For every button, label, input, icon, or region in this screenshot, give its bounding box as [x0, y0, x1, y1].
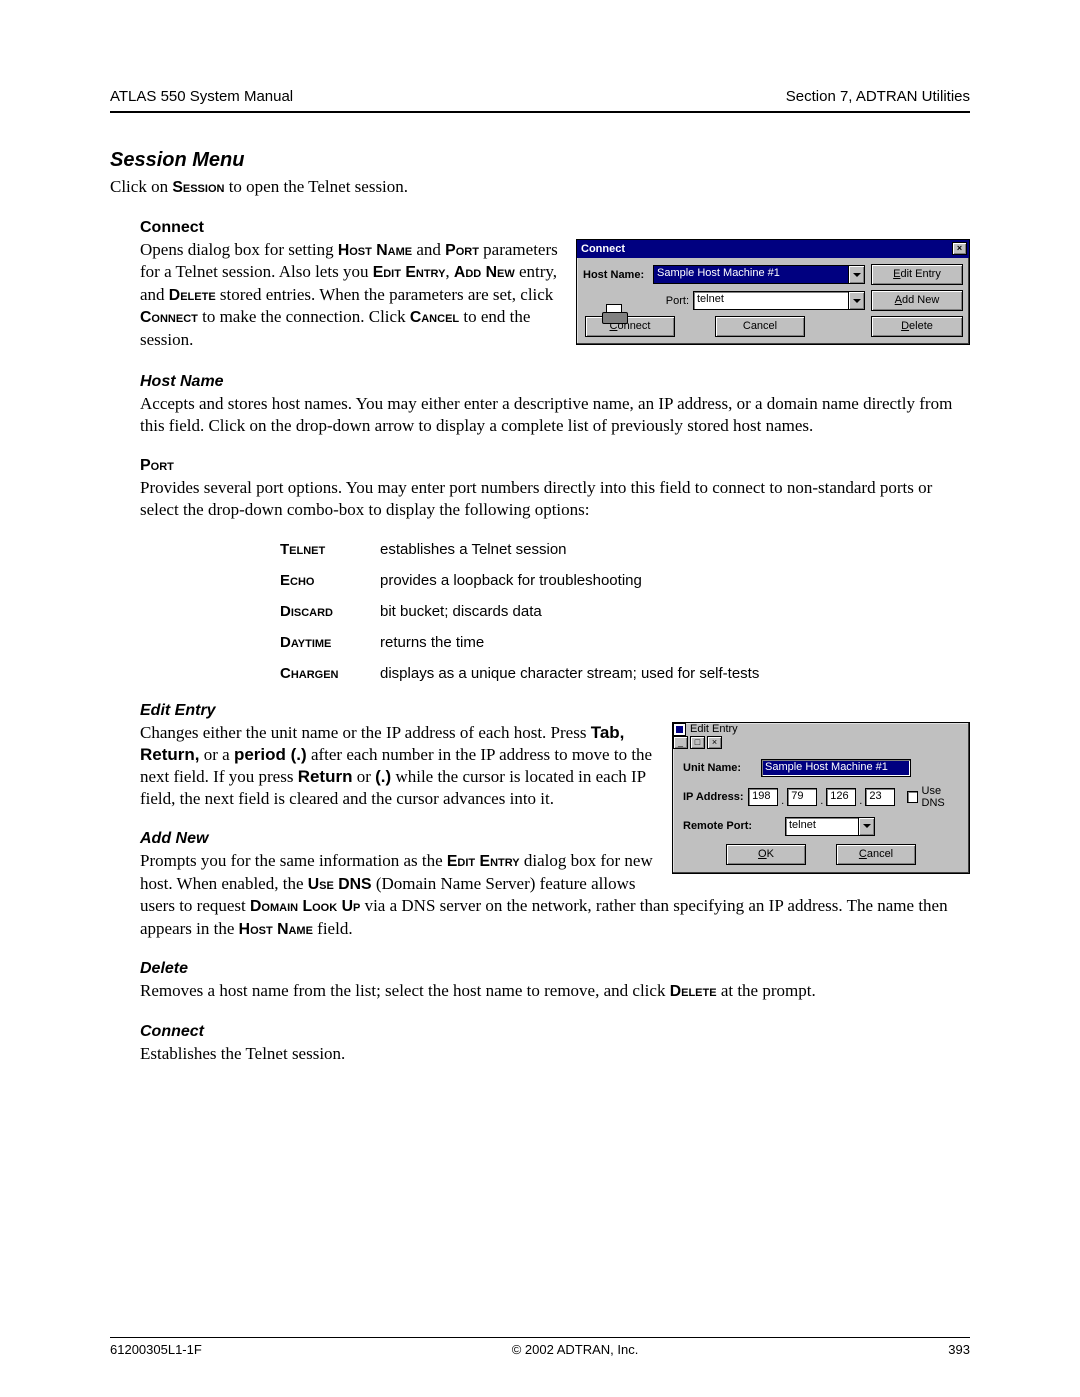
add-new-button[interactable]: Add New: [871, 290, 963, 311]
opt-key: Daytime: [280, 634, 380, 651]
port-heading: Port: [140, 457, 970, 475]
opt-key: Echo: [280, 572, 380, 589]
connect-dialog: Connect × Host Name: Sample Host Machine…: [576, 239, 970, 345]
port-label: Port:: [653, 295, 693, 307]
remote-port-value: telnet: [786, 818, 858, 835]
cancel-button[interactable]: Cancel: [836, 844, 916, 865]
delete-heading: Delete: [140, 960, 970, 978]
remote-port-label: Remote Port:: [683, 820, 761, 832]
chevron-down-icon[interactable]: [848, 266, 864, 283]
port-combo[interactable]: telnet: [693, 291, 865, 310]
opt-row: Discardbit bucket; discards data: [280, 603, 970, 620]
opt-row: Echoprovides a loopback for troubleshoot…: [280, 572, 970, 589]
connect-titlebar: Connect ×: [577, 240, 969, 258]
delete-rest: elete: [909, 320, 933, 332]
use-dns-checkbox[interactable]: Use DNS: [907, 785, 959, 809]
port-options: Telnetestablishes a Telnet session Echop…: [280, 541, 970, 682]
page-footer: 61200305L1-1F © 2002 ADTRAN, Inc. 393: [110, 1337, 970, 1357]
host-name-label: Host Name:: [583, 269, 647, 281]
opt-val: displays as a unique character stream; u…: [380, 665, 970, 682]
port-body: Provides several port options. You may e…: [140, 477, 970, 521]
header-left: ATLAS 550 System Manual: [110, 88, 293, 105]
intro-post: to open the Telnet session.: [224, 177, 408, 196]
opt-key: Chargen: [280, 665, 380, 682]
close-icon[interactable]: ×: [707, 736, 722, 749]
delete-body: Removes a host name from the list; selec…: [140, 980, 970, 1003]
delete-accel: D: [901, 320, 909, 332]
ip-address-group: 198. 79. 126. 23: [748, 788, 895, 806]
edit-entry-titlebar: Edit Entry _ □ ×: [673, 723, 969, 749]
ip-octet-3[interactable]: 126: [826, 788, 856, 806]
connect-dialog-title: Connect: [581, 243, 625, 255]
section-title: Session Menu: [110, 149, 970, 172]
delete-button[interactable]: Delete: [871, 316, 963, 337]
connect-heading: Connect: [140, 219, 970, 237]
edit-entry-rest: dit Entry: [900, 268, 940, 280]
app-icon: [673, 723, 686, 736]
page-header: ATLAS 550 System Manual Section 7, ADTRA…: [110, 88, 970, 113]
ip-octet-1[interactable]: 198: [748, 788, 778, 806]
intro-text: Click on Session to open the Telnet sess…: [110, 176, 970, 199]
ip-octet-4[interactable]: 23: [865, 788, 895, 806]
checkbox-icon: [907, 791, 917, 803]
port-value: telnet: [694, 292, 848, 309]
editentry-heading: Edit Entry: [140, 702, 970, 720]
footer-right: 393: [948, 1342, 970, 1357]
opt-row: Daytimereturns the time: [280, 634, 970, 651]
opt-val: returns the time: [380, 634, 970, 651]
ip-octet-2[interactable]: 79: [787, 788, 817, 806]
add-new-accel: A: [895, 294, 902, 306]
host-name-combo[interactable]: Sample Host Machine #1: [653, 265, 865, 284]
ip-address-label: IP Address:: [683, 791, 748, 803]
connect-button[interactable]: Connect: [585, 316, 675, 337]
footer-center: © 2002 ADTRAN, Inc.: [512, 1342, 639, 1357]
minimize-icon[interactable]: _: [673, 736, 688, 749]
host-name-value: Sample Host Machine #1: [654, 266, 848, 283]
intro-pre: Click on: [110, 177, 172, 196]
hostname-heading: Host Name: [140, 373, 970, 391]
opt-val: provides a loopback for troubleshooting: [380, 572, 970, 589]
edit-entry-title: Edit Entry: [690, 723, 738, 735]
opt-key: Telnet: [280, 541, 380, 558]
ok-button[interactable]: OK: [726, 844, 806, 865]
edit-entry-dialog: Edit Entry _ □ × Unit Name: Sample Host …: [672, 722, 970, 874]
add-new-rest: dd New: [902, 294, 939, 306]
unit-name-label: Unit Name:: [683, 762, 761, 774]
header-right: Section 7, ADTRAN Utilities: [786, 88, 970, 105]
opt-val: bit bucket; discards data: [380, 603, 970, 620]
close-icon[interactable]: ×: [952, 242, 967, 255]
connect2-heading: Connect: [140, 1023, 970, 1041]
chevron-down-icon[interactable]: [848, 292, 864, 309]
use-dns-label: Use DNS: [922, 785, 959, 809]
opt-row: Telnetestablishes a Telnet session: [280, 541, 970, 558]
maximize-icon[interactable]: □: [690, 736, 705, 749]
cancel-button[interactable]: Cancel: [715, 316, 805, 337]
opt-row: Chargendisplays as a unique character st…: [280, 665, 970, 682]
unit-name-field[interactable]: Sample Host Machine #1: [761, 759, 911, 777]
chevron-down-icon[interactable]: [858, 818, 874, 835]
connect2-body: Establishes the Telnet session.: [140, 1043, 970, 1065]
opt-key: Discard: [280, 603, 380, 620]
hostname-body: Accepts and stores host names. You may e…: [140, 393, 970, 437]
edit-entry-button[interactable]: Edit Entry: [871, 264, 963, 285]
footer-left: 61200305L1-1F: [110, 1342, 202, 1357]
opt-val: establishes a Telnet session: [380, 541, 970, 558]
intro-sc: Session: [172, 179, 224, 196]
remote-port-combo[interactable]: telnet: [785, 817, 875, 836]
